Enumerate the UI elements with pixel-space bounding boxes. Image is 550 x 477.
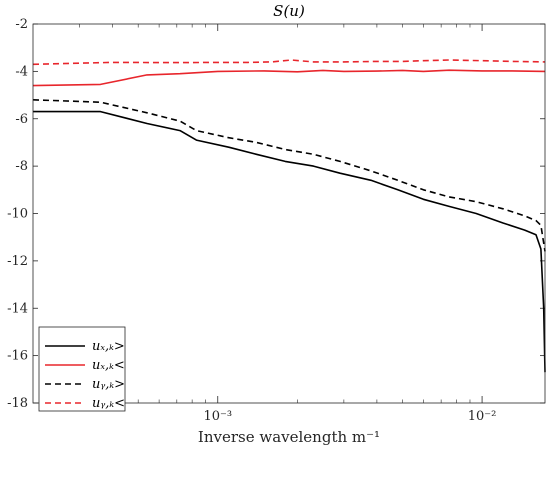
x-tick-labels: 10⁻³ 10⁻² <box>203 409 496 424</box>
legend-label-ux-klt: uₓ,ₖ< <box>92 358 125 373</box>
series-line-uy-kgt <box>32 99 546 252</box>
y-tick-label: -4 <box>15 64 28 79</box>
x-tick-label: 10⁻² <box>468 409 497 424</box>
legend-label-uy-kgt: uᵧ,ₖ> <box>92 377 125 392</box>
series-line-ux-kgt <box>33 110 546 373</box>
y-tick-label: -8 <box>15 159 28 174</box>
legend-box <box>38 326 126 412</box>
legend-label-uy-klt: uᵧ,ₖ< <box>92 396 125 411</box>
x-axis-title: Inverse wavelength m⁻¹ <box>198 428 380 446</box>
y-tick-label: -18 <box>7 396 28 411</box>
tick-marks <box>33 23 545 404</box>
y-tick-labels: -2 -4 -6 -8 -10 -12 -14 -16 -18 <box>7 17 28 411</box>
y-tick-label: -12 <box>7 254 28 269</box>
y-tick-label: -2 <box>15 17 28 32</box>
legend-label-ux-kgt: uₓ,ₖ> <box>92 339 125 354</box>
series-line-uy-klt <box>32 59 546 66</box>
series-layer <box>32 59 546 373</box>
y-tick-label: -14 <box>7 301 28 316</box>
plot-frame <box>32 23 546 404</box>
legend: uₓ,ₖ> uₓ,ₖ< uᵧ,ₖ> uᵧ,ₖ< <box>38 326 126 412</box>
chart-title: S(u) <box>273 2 305 20</box>
y-tick-label: -16 <box>7 349 28 364</box>
y-tick-label: -10 <box>7 207 28 222</box>
series-line-ux-klt <box>32 69 546 87</box>
x-tick-label: 10⁻³ <box>203 409 232 424</box>
y-tick-label: -6 <box>15 112 28 127</box>
